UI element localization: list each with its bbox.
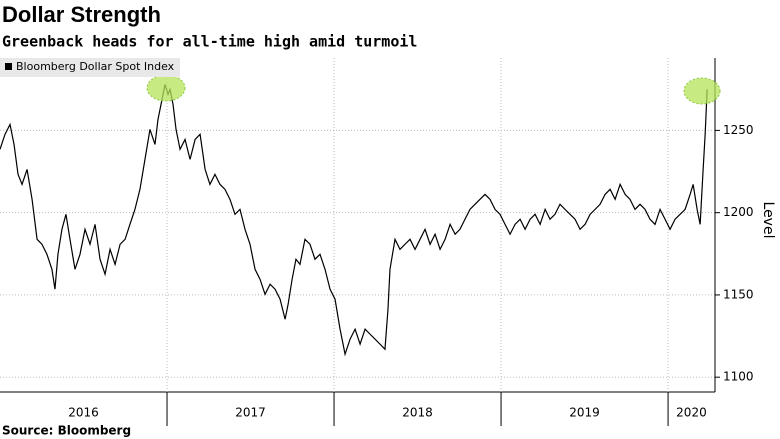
x-tick-label: 2016 <box>68 406 99 420</box>
y-tick-label: 1200 <box>723 205 754 219</box>
chart-title: Dollar Strength <box>2 2 161 27</box>
chart-subtitle: Greenback heads for all-time high amid t… <box>2 33 417 51</box>
source: Source: Bloomberg <box>2 424 131 438</box>
y-tick-label: 1150 <box>723 287 754 301</box>
y-tick-label: 1100 <box>723 370 754 384</box>
highlight <box>146 74 186 102</box>
legend-swatch <box>5 63 12 70</box>
x-tick-label: 2019 <box>569 406 600 420</box>
y-tick-label: 1250 <box>723 123 754 137</box>
legend-label: Bloomberg Dollar Spot Index <box>16 60 175 73</box>
y-axis-label: Level <box>760 202 776 239</box>
highlight <box>683 77 721 105</box>
series-line <box>0 84 708 357</box>
x-tick-label: 2017 <box>235 406 266 420</box>
x-tick-label: 2020 <box>676 406 707 420</box>
plot: 1100 1150 1200 1250 2016 2017 2018 2019 2020 <box>0 58 754 426</box>
legend: Bloomberg Dollar Spot Index <box>0 58 180 77</box>
x-tick-label: 2018 <box>402 406 433 420</box>
legend-box <box>0 58 180 77</box>
